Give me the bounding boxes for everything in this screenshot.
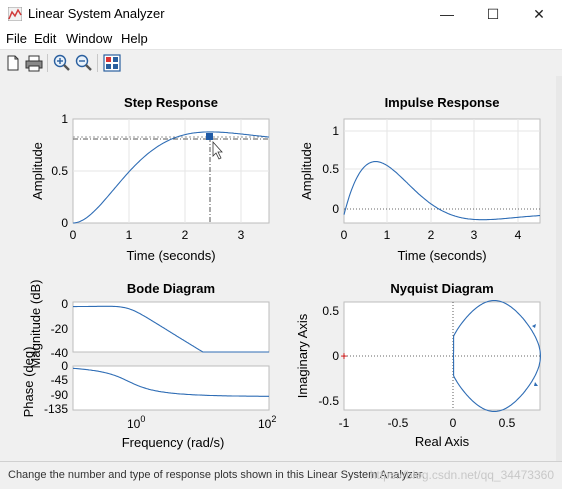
bode-mag-ytick: -20: [51, 322, 69, 336]
impulse-ytick: 0.5: [322, 162, 339, 176]
step-xtick: 2: [182, 228, 189, 242]
toolbar-separator: [47, 54, 48, 72]
window-right-edge: [556, 76, 562, 461]
close-icon: ✕: [533, 5, 545, 22]
maximize-button[interactable]: ☐: [470, 0, 516, 28]
nyquist-xtick: -1: [339, 416, 350, 430]
nyquist-xtick: -0.5: [388, 416, 409, 430]
impulse-xtick: 0: [341, 228, 348, 242]
step-peak-marker[interactable]: [206, 133, 213, 140]
nyquist-ylabel: Imaginary Axis: [295, 313, 310, 398]
impulse-curve: [343, 161, 540, 221]
menu-help[interactable]: Help: [121, 31, 148, 46]
toolbar: [0, 49, 562, 77]
bode-phase-ytick: -45: [51, 373, 69, 387]
window-title: Linear System Analyzer: [28, 6, 165, 21]
menu-window[interactable]: Window: [66, 31, 113, 46]
watermark: https://blog.csdn.net/qq_34473360: [369, 468, 554, 482]
nyquist-xtick: 0.5: [499, 416, 516, 430]
step-xtick: 3: [238, 228, 245, 242]
minimize-button[interactable]: —: [424, 0, 470, 28]
step-ylabel: Amplitude: [30, 142, 45, 200]
impulse-xtick: 3: [471, 228, 478, 242]
close-button[interactable]: ✕: [516, 0, 562, 28]
bode-phase-ytick: -135: [44, 402, 68, 416]
bode-xlabel: Frequency (rad/s): [122, 435, 225, 450]
bode-mag-ytick: 0: [61, 297, 68, 311]
maximize-icon: ☐: [486, 5, 500, 22]
step-title: Step Response: [124, 95, 218, 110]
new-file-icon[interactable]: [3, 53, 23, 73]
step-response-plot[interactable]: Step Response Time (seconds) Amplitude 0…: [30, 95, 270, 263]
nyquist-critical-point: +: [340, 349, 347, 363]
status-message: Change the number and type of response p…: [8, 469, 426, 481]
step-ytick: 0: [61, 216, 68, 230]
nyquist-arrow-icon: [532, 324, 536, 328]
bode-mag-ytick: -40: [51, 346, 69, 360]
nyquist-curve: [452, 300, 541, 412]
mouse-cursor-icon: [212, 140, 223, 160]
nyquist-arrow-icon: [534, 382, 538, 386]
plot-config-icon[interactable]: [102, 53, 122, 73]
impulse-xlabel: Time (seconds): [397, 248, 486, 263]
nyquist-ytick: 0: [332, 349, 339, 363]
impulse-response-plot[interactable]: Impulse Response Time (seconds) Amplitud…: [299, 95, 541, 263]
impulse-grid: [344, 119, 540, 223]
impulse-xtick: 1: [384, 228, 391, 242]
toolbar-separator: [97, 54, 98, 72]
bode-phase-ytick: -90: [51, 388, 69, 402]
impulse-axes: [343, 118, 541, 224]
bode-diagram-plot[interactable]: Bode Diagram Magnitude (dB) Phase (deg) …: [21, 280, 276, 450]
nyquist-title: Nyquist Diagram: [390, 281, 493, 296]
nyquist-ytick: 0.5: [322, 304, 339, 318]
impulse-title: Impulse Response: [385, 95, 500, 110]
menu-bar: File Edit Window Help: [0, 28, 562, 49]
bode-phase-ytick: 0: [61, 359, 68, 373]
step-ytick: 1: [61, 112, 68, 126]
impulse-xtick: 2: [428, 228, 435, 242]
bode-magnitude-axes: [72, 301, 270, 353]
bode-phase-curve: [72, 367, 269, 397]
figure-canvas: Step Response Time (seconds) Amplitude 0…: [0, 76, 556, 461]
impulse-ylabel: Amplitude: [299, 142, 314, 200]
nyquist-xtick: 0: [450, 416, 457, 430]
app-icon: [8, 7, 22, 21]
bode-magnitude-curve: [73, 305, 269, 353]
menu-file[interactable]: File: [6, 31, 27, 46]
bode-phase-ylabel: Phase (deg): [21, 347, 36, 418]
bode-xtick: 100: [127, 414, 145, 431]
impulse-xtick: 4: [515, 228, 522, 242]
nyquist-diagram-plot[interactable]: + Nyquist Diagram Real Axis Imaginary Ax…: [295, 281, 541, 449]
status-bar: Change the number and type of response p…: [0, 461, 562, 489]
step-xlabel: Time (seconds): [126, 248, 215, 263]
step-xtick: 1: [126, 228, 133, 242]
response-plots: Step Response Time (seconds) Amplitude 0…: [21, 95, 541, 450]
step-ytick: 0.5: [51, 164, 68, 178]
nyquist-xlabel: Real Axis: [415, 434, 470, 449]
nyquist-axes: [343, 301, 541, 411]
bode-xtick: 102: [258, 414, 276, 431]
zoom-out-icon[interactable]: [74, 53, 94, 73]
step-xtick: 0: [70, 228, 77, 242]
nyquist-ytick: -0.5: [318, 394, 339, 408]
impulse-ytick: 1: [332, 124, 339, 138]
impulse-ytick: 0: [332, 202, 339, 216]
bode-magnitude-ylabel: Magnitude (dB): [28, 280, 43, 369]
bode-title: Bode Diagram: [127, 281, 215, 296]
zoom-in-icon[interactable]: [52, 53, 72, 73]
print-icon[interactable]: [24, 53, 44, 73]
step-curve: [72, 131, 270, 224]
menu-edit[interactable]: Edit: [34, 31, 57, 46]
title-bar: Linear System Analyzer — ☐ ✕: [0, 0, 562, 28]
minimize-icon: —: [440, 6, 454, 22]
